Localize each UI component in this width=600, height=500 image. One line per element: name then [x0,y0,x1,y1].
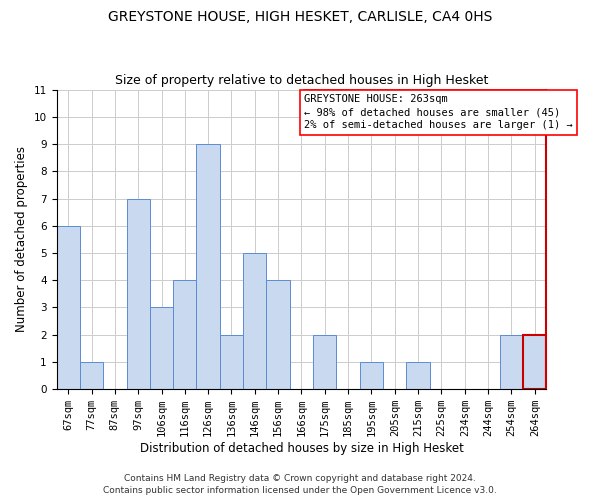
X-axis label: Distribution of detached houses by size in High Hesket: Distribution of detached houses by size … [140,442,463,455]
Bar [150,308,173,389]
Bar [523,334,547,389]
Y-axis label: Number of detached properties: Number of detached properties [15,146,28,332]
Title: Size of property relative to detached houses in High Hesket: Size of property relative to detached ho… [115,74,488,87]
Bar [243,253,266,389]
Bar [80,362,103,389]
Bar [127,198,150,389]
Bar [173,280,196,389]
Bar [266,280,290,389]
Text: GREYSTONE HOUSE: 263sqm
← 98% of detached houses are smaller (45)
2% of semi-det: GREYSTONE HOUSE: 263sqm ← 98% of detache… [304,94,572,130]
Bar [313,334,337,389]
Bar [196,144,220,389]
Text: GREYSTONE HOUSE, HIGH HESKET, CARLISLE, CA4 0HS: GREYSTONE HOUSE, HIGH HESKET, CARLISLE, … [108,10,492,24]
Bar [56,226,80,389]
Text: Contains HM Land Registry data © Crown copyright and database right 2024.
Contai: Contains HM Land Registry data © Crown c… [103,474,497,495]
Bar [360,362,383,389]
Bar [406,362,430,389]
Bar [220,334,243,389]
Bar [500,334,523,389]
